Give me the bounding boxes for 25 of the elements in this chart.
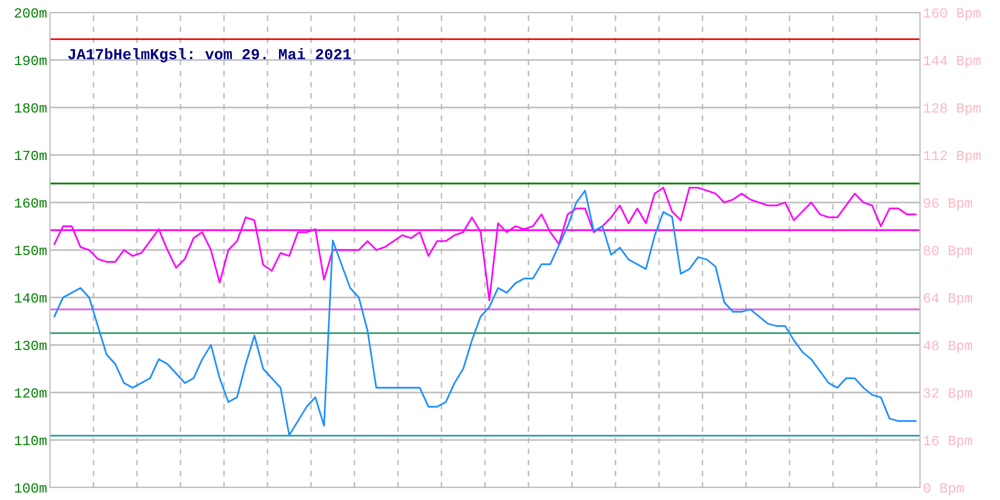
y-tick-label: 150m [14, 246, 47, 256]
y2-tick-label: 48 Bpm [923, 340, 972, 353]
y-tick-label: 180m [14, 103, 47, 113]
y-tick-label: 170m [14, 150, 47, 160]
y2-tick-label: 32 Bpm [924, 388, 972, 400]
y2-tick-label: 128 Bpm [924, 103, 980, 116]
line-series [54, 190, 916, 436]
y2-tick-label: 112 Bpm [924, 150, 980, 163]
y2-tick-label: 80 Bpm [924, 246, 972, 258]
y-tick-label: 190m [14, 56, 47, 66]
y-tick-label: 160m [14, 198, 47, 208]
y2-tick-label: 96 Bpm [924, 198, 972, 210]
y2-tick-label: 160 Bpm [924, 8, 980, 20]
y2-tick-label: 144 Bpm [924, 56, 980, 68]
y2-tick-label: 16 Bpm [924, 436, 972, 448]
y2-tick-label: 0 Bpm [924, 483, 964, 496]
y-tick-label: 110m [14, 436, 47, 446]
text: JA17bHelmKgsl: vom 29. Mai 2021 [68, 48, 351, 62]
y-tick-label: 130m [14, 340, 47, 350]
y2-tick-label: 64 Bpm [924, 293, 972, 306]
y-tick-label: 100m [14, 483, 47, 493]
line-series [54, 186, 916, 302]
y-tick-label: 120m [14, 388, 47, 398]
y-tick-label: 200m [14, 8, 47, 18]
y-tick-label: 140m [14, 293, 47, 303]
